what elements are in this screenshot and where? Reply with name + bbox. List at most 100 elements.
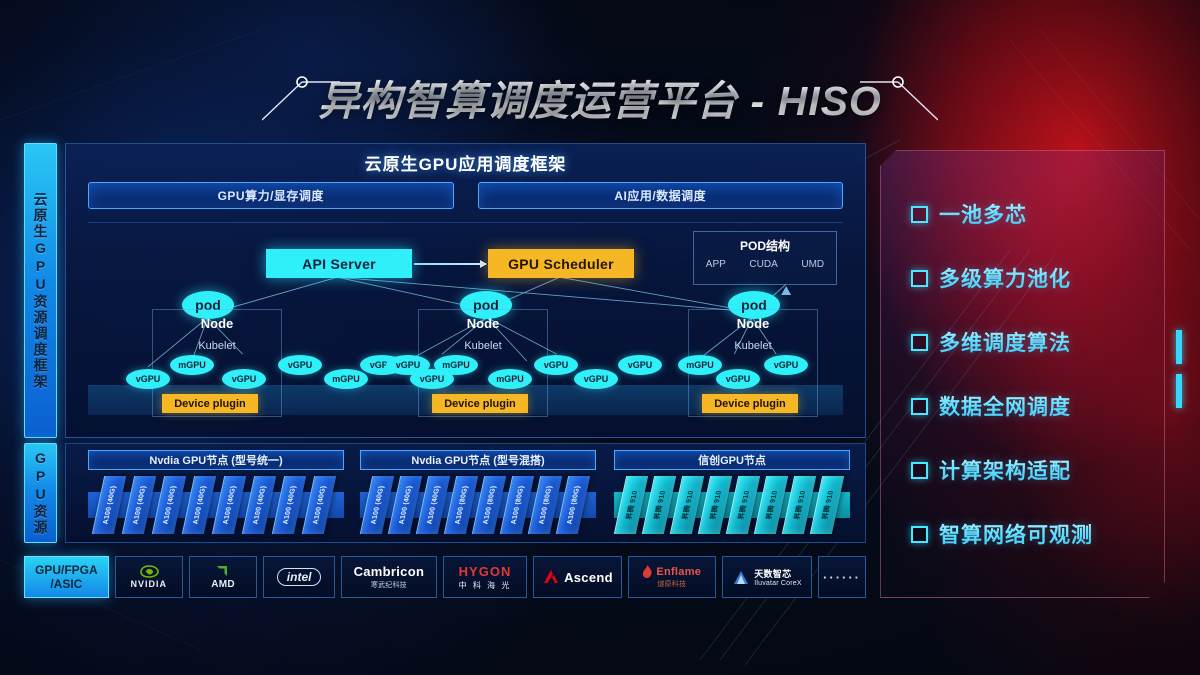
vendor-ascend[interactable]: Ascend (533, 556, 622, 598)
vendor-intel[interactable]: intel (263, 556, 336, 598)
feature-item-6[interactable]: 智算网络可观测 (911, 517, 1161, 551)
gpu-node-header[interactable]: Nvdia GPU节点 (型号混搭) (360, 450, 596, 470)
vendor-label-line1: GPU/FPGA (34, 562, 98, 577)
gpu-card-label: A100 (40G) (191, 485, 208, 525)
pod-structure-items: APP CUDA UMD (694, 259, 836, 270)
gpu-card-label: A100 (40G) (281, 485, 298, 525)
feature-item-1[interactable]: 一池多芯 (911, 197, 1161, 231)
pod-item-umd: UMD (801, 259, 825, 270)
checkbox-icon (911, 462, 928, 479)
gpu-card-label: 昇腾 910 (625, 490, 639, 520)
vendor-name: AMD (211, 579, 235, 590)
sidebar-label-text: GPU资源 (32, 450, 49, 536)
feature-label: 一池多芯 (939, 199, 1027, 229)
pod-structure-title: POD结构 (739, 239, 790, 253)
gpu-card-label: 昇腾 910 (709, 490, 723, 520)
feature-item-2[interactable]: 多级算力池化 (911, 261, 1161, 295)
gpu-card-label: A100 (40G) (131, 485, 148, 525)
feature-item-4[interactable]: 数据全网调度 (911, 389, 1161, 423)
scheduling-area: API Server GPU Scheduler POD结构 APP CUDA … (88, 222, 843, 429)
kubelet-label: Kubelet (734, 340, 772, 352)
mgpu-ellipse[interactable]: mGPU (324, 369, 368, 389)
vgpu-ellipse[interactable]: vGPU (278, 355, 322, 375)
vendor-name: Enflame (656, 565, 702, 578)
gpu-node-group-2: Nvdia GPU节点 (型号混搭) A100 (40G) A100 (40G)… (359, 450, 596, 538)
api-server-node[interactable]: API Server (266, 249, 412, 278)
pod-item-cuda: CUDA (749, 259, 778, 270)
gpu-card-label: A100 (40G) (161, 485, 178, 525)
amd-logo-icon (217, 566, 228, 576)
vendor-nvidia[interactable]: NVIDIA (114, 556, 183, 598)
gpu-card-label: 昇腾 910 (793, 490, 807, 520)
vendor-iluvatar[interactable]: 天数智芯 Iluvatar CoreX (721, 556, 813, 598)
vgpu-ellipse[interactable]: vGPU (716, 369, 760, 389)
gpu-resources-panel: Nvdia GPU节点 (型号统一) A100 (40G) A100 (40G)… (65, 443, 866, 543)
vgpu-ellipse[interactable]: vGPU (764, 355, 808, 375)
vgpu-ellipse[interactable]: vGPU (618, 355, 662, 375)
gpu-node-header[interactable]: 信创GPU节点 (614, 450, 850, 470)
vgpu-ellipse[interactable]: vGPU (534, 355, 578, 375)
device-plugin-3[interactable]: Device plugin (702, 394, 798, 413)
node-title: Node (736, 316, 770, 331)
panel-accent-tick-1 (1176, 330, 1182, 364)
mgpu-ellipse[interactable]: mGPU (488, 369, 532, 389)
gpu-card-label: A100 (40G) (311, 485, 328, 525)
gpu-card-label: 昇腾 910 (737, 490, 751, 520)
feature-panel: 一池多芯 多级算力池化 多维调度算法 数据全网调度 计算架构适配 智算网络可观测 (880, 150, 1165, 598)
checkbox-icon (911, 398, 928, 415)
node-group-1: Node Kubelet (152, 309, 282, 417)
vendor-logo-row: GPU/FPGA /ASIC NVIDIA AMD intel Cambrico… (24, 556, 867, 598)
pod-structure-box: POD结构 APP CUDA UMD (693, 231, 837, 285)
api-to-scheduler-arrow (414, 260, 487, 268)
gpu-card-label: 昇腾 910 (765, 490, 779, 520)
ascend-logo-icon (544, 570, 559, 583)
framework-band-row: GPU算力/显存调度 AI应用/数据调度 (88, 182, 843, 209)
pod-node-3[interactable]: pod (728, 291, 780, 319)
vendor-name: Cambricon (353, 564, 425, 579)
gpu-node-header[interactable]: Nvdia GPU节点 (型号统一) (88, 450, 344, 470)
gpu-card-label: A100 (80G) (509, 485, 526, 525)
gpu-card-label: A100 (40G) (221, 485, 238, 525)
vendor-enflame[interactable]: Enflame 燧原科技 (627, 556, 716, 598)
checkbox-icon (911, 270, 928, 287)
vendor-hygon[interactable]: HYGON 中 科 海 光 (442, 556, 528, 598)
gpu-card-label: A100 (80G) (537, 485, 554, 525)
vendor-more[interactable]: ······ (818, 556, 867, 598)
mgpu-ellipse[interactable]: mGPU (678, 355, 722, 375)
sidebar-label-text: 云原生GPU资源调度框架 (32, 191, 49, 390)
mgpu-ellipse[interactable]: mGPU (170, 355, 214, 375)
vgpu-ellipse[interactable]: vGPU (410, 369, 454, 389)
connector-lines (147, 276, 792, 368)
feature-label: 智算网络可观测 (939, 519, 1093, 549)
title-decoration-right (860, 76, 938, 121)
feature-panel-inner: 一池多芯 多级算力池化 多维调度算法 数据全网调度 计算架构适配 智算网络可观测 (889, 159, 1156, 589)
gpu-card-label: A100 (80G) (481, 485, 498, 525)
band-gpu-compute-memory[interactable]: GPU算力/显存调度 (88, 182, 454, 209)
band-ai-app-data[interactable]: AI应用/数据调度 (477, 182, 843, 209)
vendor-amd[interactable]: AMD (188, 556, 258, 598)
gpu-card-row: A100 (40G) A100 (40G) A100 (40G) A100 (8… (359, 476, 596, 536)
sidebar-item-gpu-resources: GPU资源 (24, 443, 57, 543)
vgpu-ellipse[interactable]: vGPU (222, 369, 266, 389)
device-plugin-2[interactable]: Device plugin (432, 394, 528, 413)
vendor-name: ······ (823, 569, 862, 585)
gpu-card-row: A100 (40G) A100 (40G) A100 (40G) A100 (4… (88, 476, 344, 536)
gpu-scheduler-node[interactable]: GPU Scheduler (488, 249, 634, 278)
iluvatar-mountain-icon (734, 570, 749, 584)
feature-item-5[interactable]: 计算架构适配 (911, 453, 1161, 487)
gpu-node-group-3: 信创GPU节点 昇腾 910 昇腾 910 昇腾 910 昇腾 910 昇腾 9… (613, 450, 850, 538)
vgpu-ellipse[interactable]: vGPU (574, 369, 618, 389)
framework-title: 云原生GPU应用调度框架 (364, 155, 567, 174)
pod-node-1[interactable]: pod (182, 291, 234, 319)
flame-icon (643, 565, 652, 578)
gpu-card-row: 昇腾 910 昇腾 910 昇腾 910 昇腾 910 昇腾 910 昇腾 91… (613, 476, 850, 536)
gpu-card-label: A100 (40G) (369, 485, 386, 525)
device-plugin-1[interactable]: Device plugin (162, 394, 258, 413)
gpu-card-label: A100 (40G) (101, 485, 118, 525)
pod-node-2[interactable]: pod (460, 291, 512, 319)
feature-item-3[interactable]: 多维调度算法 (911, 325, 1161, 359)
feature-label: 计算架构适配 (939, 455, 1071, 485)
vendor-cambricon[interactable]: Cambricon 寒武纪科技 (341, 556, 437, 598)
vgpu-ellipse[interactable]: vGPU (126, 369, 170, 389)
gpu-card-label: A100 (40G) (397, 485, 414, 525)
